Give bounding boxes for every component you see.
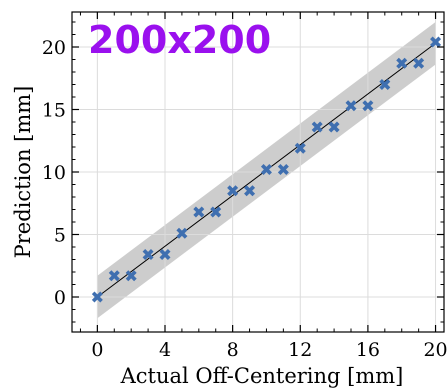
data-point	[125, 270, 137, 282]
data-point	[193, 206, 205, 218]
data-point	[159, 249, 171, 260]
data-point	[260, 164, 272, 175]
data-point	[311, 121, 323, 133]
y-axis-label: Prediction [mm]	[11, 86, 35, 259]
data-point	[396, 57, 408, 69]
tick-labels: 0 4 8 12 16 20 0 5 10 15 20	[42, 37, 448, 361]
data-point	[244, 185, 256, 197]
data-point	[277, 164, 289, 175]
y-tick-label: 0	[54, 287, 66, 309]
data-point	[430, 36, 442, 48]
data-point	[413, 57, 425, 69]
y-tick-label: 10	[42, 162, 66, 184]
annotation-label: 200x200	[88, 18, 271, 62]
data-point	[210, 206, 222, 218]
x-tick-label: 4	[159, 339, 171, 361]
y-tick-label: 5	[54, 225, 66, 247]
y-tick-label: 20	[42, 37, 66, 59]
x-tick-label: 16	[356, 339, 380, 361]
data-point	[328, 121, 340, 133]
data-point	[108, 270, 120, 282]
x-tick-label: 20	[423, 339, 447, 361]
x-tick-label: 12	[288, 339, 312, 361]
data-point	[379, 79, 391, 90]
data-points	[91, 36, 442, 303]
data-point	[91, 291, 103, 303]
axes	[71, 11, 445, 333]
data-point	[294, 142, 306, 154]
x-tick-label: 8	[227, 339, 239, 361]
data-point	[227, 185, 239, 197]
x-axis-label: Actual Off-Centering [mm]	[120, 364, 404, 388]
y-tick-label: 15	[42, 100, 66, 122]
x-tick-label: 0	[91, 339, 103, 361]
data-point	[362, 100, 374, 112]
grid-layer	[72, 12, 444, 332]
data-point	[142, 249, 154, 260]
data-point	[345, 100, 357, 112]
data-point	[176, 227, 188, 239]
